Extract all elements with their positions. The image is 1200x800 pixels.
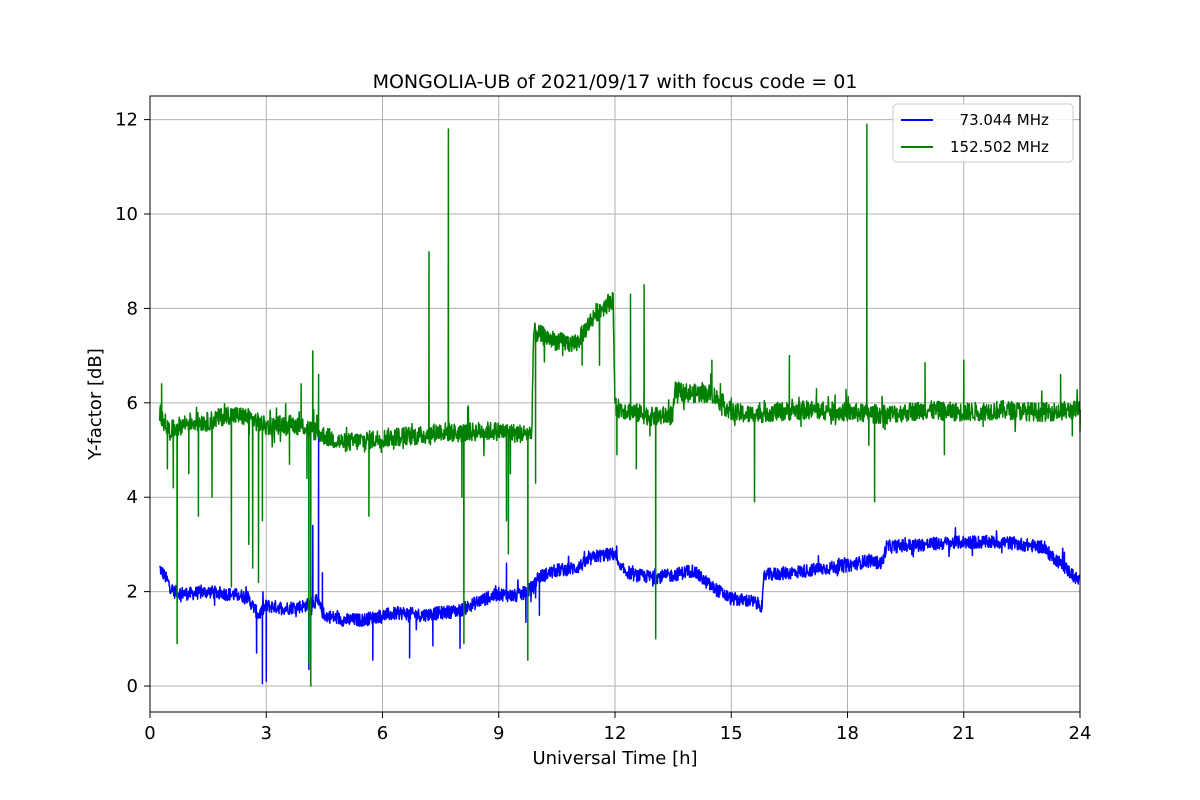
y-tick-label: 6 [127, 393, 138, 414]
x-tick-label: 12 [604, 723, 627, 744]
chart-title: MONGOLIA-UB of 2021/09/17 with focus cod… [373, 71, 858, 93]
y-tick-label: 2 [127, 582, 138, 603]
x-tick-label: 21 [952, 723, 975, 744]
x-tick-label: 24 [1069, 723, 1092, 744]
x-axis: 0 3 6 9 12 15 18 21 24 [144, 712, 1091, 744]
y-axis: 0 2 4 6 8 10 12 [115, 110, 150, 697]
x-tick-label: 15 [720, 723, 743, 744]
x-tick-label: 3 [261, 723, 272, 744]
x-tick-label: 18 [836, 723, 859, 744]
legend: 73.044 MHz 152.502 MHz [892, 103, 1074, 163]
series-layer [158, 123, 1081, 687]
legend-label: 152.502 MHz [950, 138, 1049, 156]
x-tick-label: 9 [493, 723, 504, 744]
legend-box [892, 103, 1074, 163]
y-tick-label: 0 [127, 676, 138, 697]
x-tick-label: 6 [377, 723, 388, 744]
y-tick-label: 4 [127, 487, 138, 508]
y-tick-label: 12 [115, 110, 138, 131]
series-line-2 [158, 123, 1081, 687]
x-axis-label: Universal Time [h] [532, 748, 697, 769]
legend-label: 73.044 MHz [950, 111, 1049, 129]
y-tick-label: 8 [127, 298, 138, 319]
y-tick-label: 10 [115, 204, 138, 225]
y-axis-label: Y-factor [dB] [85, 348, 106, 461]
x-tick-label: 0 [144, 723, 155, 744]
